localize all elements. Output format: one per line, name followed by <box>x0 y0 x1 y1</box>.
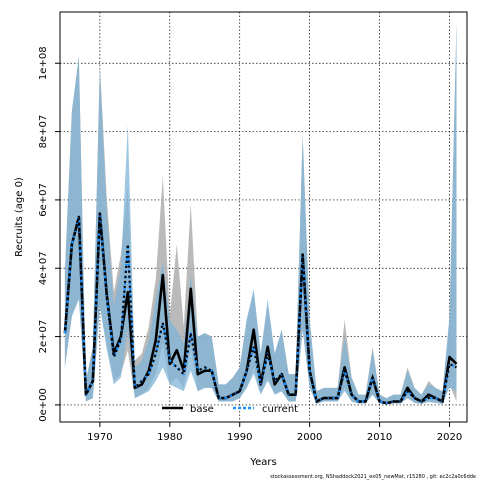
legend: base current <box>162 404 298 415</box>
series-lines <box>63 212 458 405</box>
x-tick-label: 2010 <box>367 432 392 443</box>
legend-label-current: current <box>262 404 298 415</box>
series-line-overlay-base <box>63 213 457 405</box>
plot-frame <box>59 11 468 423</box>
x-tick-label: 2020 <box>437 432 462 443</box>
y-axis-title: Recruits (age 0) <box>14 177 25 257</box>
legend-label-base: base <box>190 404 214 415</box>
y-tick-label: 6e+07 <box>38 183 49 217</box>
x-axis: 1970 1980 1990 2000 2010 2020 <box>87 422 462 443</box>
confidence-bands <box>64 22 457 405</box>
y-tick-label: 0e+00 <box>38 388 49 422</box>
y-tick-label: 8e+07 <box>38 115 49 149</box>
series-line-base <box>63 212 458 405</box>
footnote: stockassessment.org, NShaddock2021_ex05_… <box>270 474 476 480</box>
y-tick-label: 4e+07 <box>38 251 49 285</box>
x-tick-label: 1970 <box>87 432 112 443</box>
x-tick-label: 1980 <box>157 432 182 443</box>
y-tick-label: 1e+08 <box>38 46 49 80</box>
x-tick-label: 2000 <box>297 432 322 443</box>
y-tick-label: 2e+07 <box>38 320 49 354</box>
confidence-band-current <box>64 22 457 405</box>
x-tick-label: 1990 <box>227 432 252 443</box>
x-axis-title: Years <box>249 457 276 468</box>
y-axis: 0e+00 2e+07 4e+07 6e+07 8e+07 1e+08 <box>38 46 60 422</box>
